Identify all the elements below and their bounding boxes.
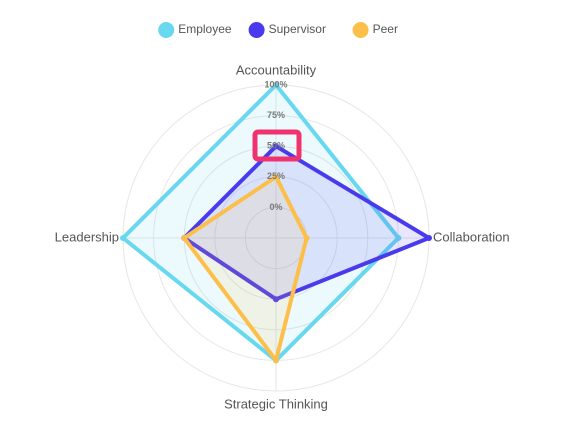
radar-point — [273, 296, 279, 303]
legend-label[interactable]: Employee — [178, 22, 232, 36]
legend-label[interactable]: Peer — [373, 22, 398, 36]
radar-point — [395, 235, 402, 241]
radar-point — [273, 357, 279, 364]
labels: 0% 25% 50% 75% 100% Accountability Collaborati… — [55, 62, 510, 411]
legend-swatch[interactable] — [248, 22, 265, 38]
category-label: Leadership — [55, 229, 119, 244]
radar-point — [426, 235, 432, 241]
category-label: Strategic Thinking — [224, 396, 328, 411]
radar-point — [181, 235, 188, 241]
legend-label[interactable]: Supervisor — [269, 22, 326, 36]
highlight-box — [252, 129, 302, 162]
r-tick-label: 50% — [267, 141, 285, 151]
r-tick-label: 0% — [269, 202, 282, 212]
radar-point — [273, 82, 279, 88]
category-label: Collaboration — [433, 229, 510, 244]
category-label: Accountability — [236, 62, 317, 77]
radar-point — [303, 235, 310, 241]
radar-point — [120, 235, 126, 241]
legend-swatch[interactable] — [352, 22, 369, 38]
r-tick-label: 25% — [267, 171, 285, 181]
legend: Employee Supervisor Peer — [158, 22, 398, 38]
r-tick-label: 75% — [267, 110, 285, 120]
r-tick-label: 100% — [264, 79, 287, 89]
legend-swatch[interactable] — [158, 22, 175, 38]
areas — [120, 82, 432, 364]
radar-point — [273, 143, 279, 150]
radar-point — [273, 173, 279, 180]
